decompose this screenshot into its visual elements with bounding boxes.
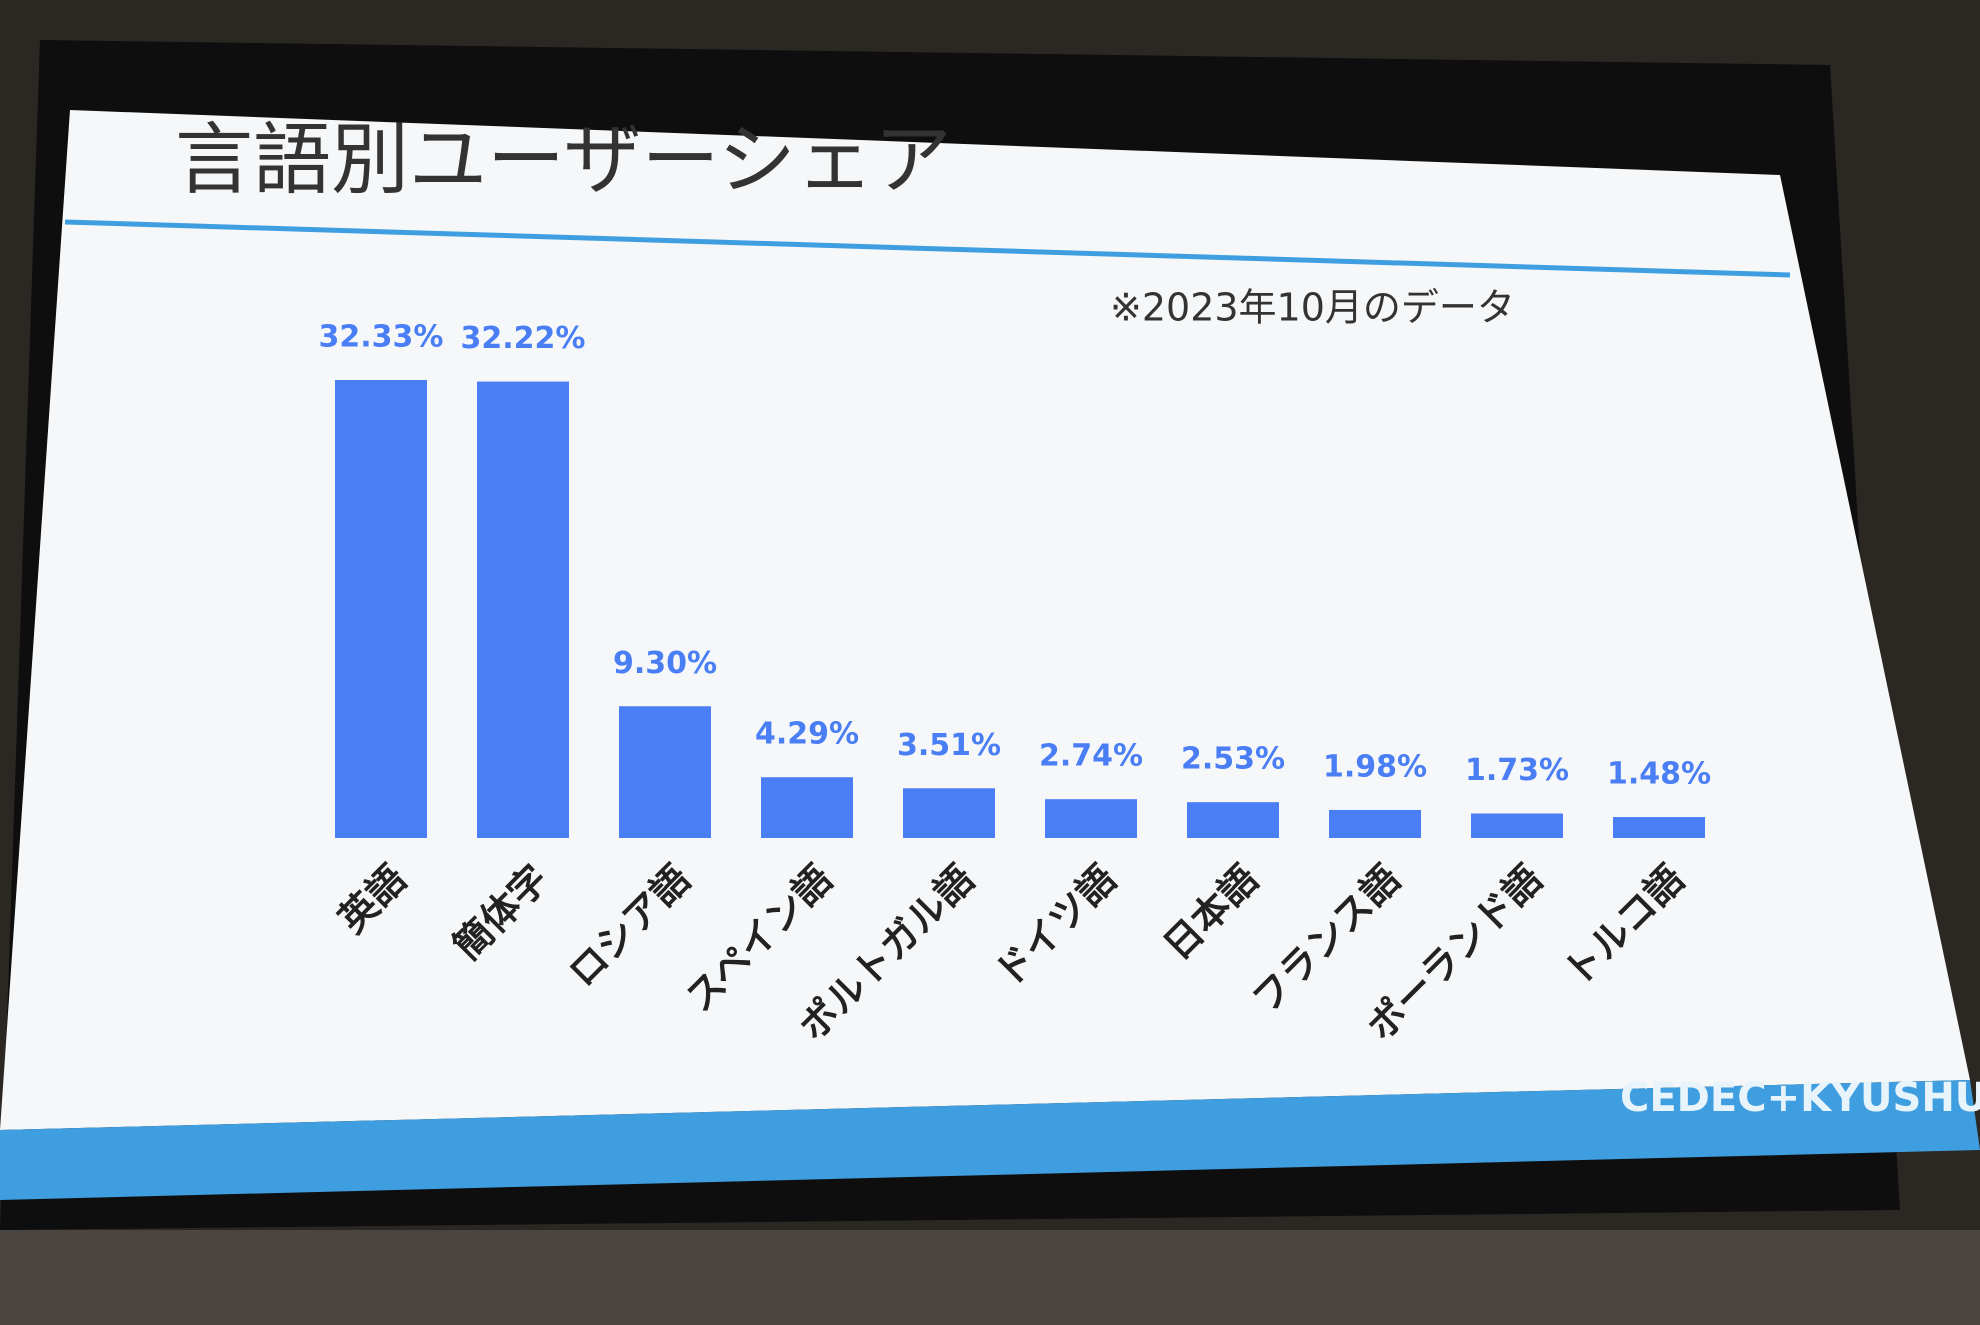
- value-label: 3.51%: [897, 728, 1001, 763]
- value-label: 2.53%: [1181, 742, 1285, 777]
- chart-subtitle: ※2023年10月のデータ: [1110, 286, 1515, 330]
- bar: [335, 380, 427, 838]
- wall: [0, 1230, 1980, 1325]
- slide: [0, 110, 1970, 1130]
- bar: [1045, 799, 1137, 838]
- value-label: 4.29%: [755, 717, 859, 752]
- value-label: 1.73%: [1465, 753, 1569, 788]
- title-rule: [64, 219, 1791, 278]
- logo: CEDEC+KYUSHU20: [1620, 1075, 1980, 1121]
- value-label: 32.22%: [461, 321, 586, 356]
- bar: [477, 381, 569, 838]
- bar: [1613, 817, 1705, 838]
- bar: [619, 706, 711, 838]
- chart-title: 言語別ユーザーシェア: [175, 115, 952, 205]
- slide-footer-band: [0, 1080, 1980, 1200]
- bar: [1329, 809, 1421, 838]
- bar: [1471, 813, 1563, 838]
- value-label: 1.98%: [1323, 749, 1427, 784]
- bar: [761, 777, 853, 838]
- value-label: 1.48%: [1607, 757, 1711, 792]
- bar: [1187, 802, 1279, 838]
- value-label: 2.74%: [1039, 739, 1143, 774]
- value-label: 9.30%: [613, 646, 717, 681]
- bar: [903, 788, 995, 838]
- value-label: 32.33%: [319, 320, 444, 355]
